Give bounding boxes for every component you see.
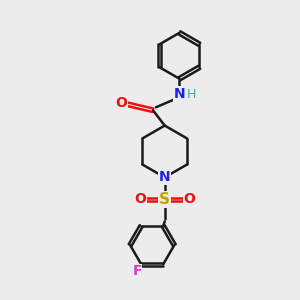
- Text: N: N: [174, 87, 185, 101]
- Text: O: O: [134, 193, 146, 206]
- Text: O: O: [116, 96, 128, 110]
- Text: O: O: [184, 193, 195, 206]
- Text: F: F: [132, 264, 142, 278]
- Text: S: S: [159, 192, 170, 207]
- Text: H: H: [187, 88, 196, 100]
- Text: N: N: [159, 170, 170, 184]
